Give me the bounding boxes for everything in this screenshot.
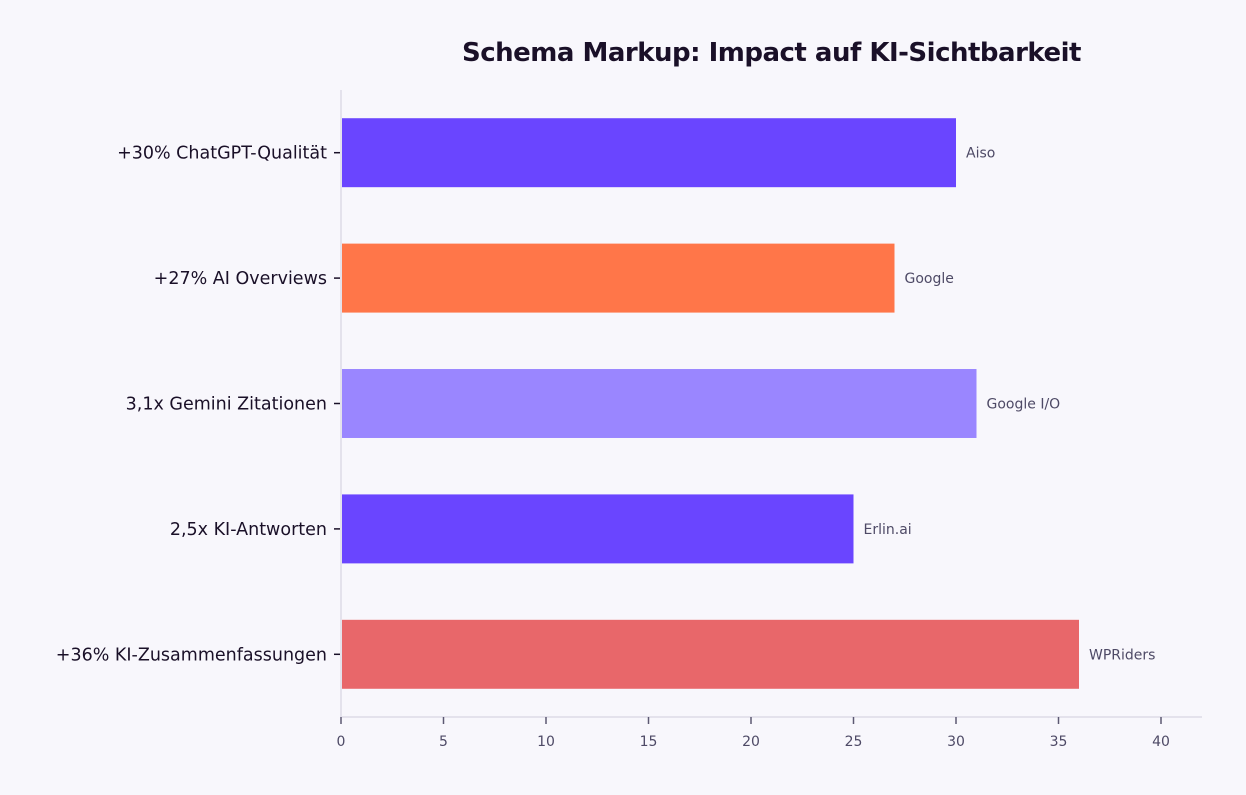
- bar: [342, 243, 895, 313]
- x-tick-label: 20: [742, 734, 760, 750]
- bar: [342, 494, 854, 564]
- data-label: Aiso: [966, 146, 995, 162]
- x-tick-label: 40: [1152, 734, 1170, 750]
- y-tick-label: +30% ChatGPT-Qualität: [117, 144, 327, 164]
- x-tick-label: 30: [947, 734, 965, 750]
- x-tick-label: 25: [845, 734, 863, 750]
- x-tick-label: 5: [439, 734, 448, 750]
- x-tick-label: 15: [640, 734, 658, 750]
- x-tick-label: 35: [1050, 734, 1068, 750]
- data-label: Google I/O: [987, 397, 1061, 413]
- y-tick-label: 2,5x KI-Antworten: [170, 520, 327, 540]
- data-label: Google: [905, 271, 954, 287]
- y-tick-label: +27% AI Overviews: [154, 269, 327, 289]
- data-label: Erlin.ai: [864, 522, 912, 538]
- y-tick-label: 3,1x Gemini Zitationen: [126, 395, 327, 415]
- data-label: WPRiders: [1089, 647, 1155, 663]
- bar: [342, 369, 977, 438]
- bar: [342, 118, 956, 188]
- chart-title: Schema Markup: Impact auf KI-Sichtbarkei…: [462, 38, 1081, 68]
- x-tick-label: 0: [337, 734, 346, 750]
- x-tick-label: 10: [537, 734, 555, 750]
- y-tick-label: +36% KI-Zusammenfassungen: [56, 645, 327, 665]
- bar: [342, 619, 1079, 689]
